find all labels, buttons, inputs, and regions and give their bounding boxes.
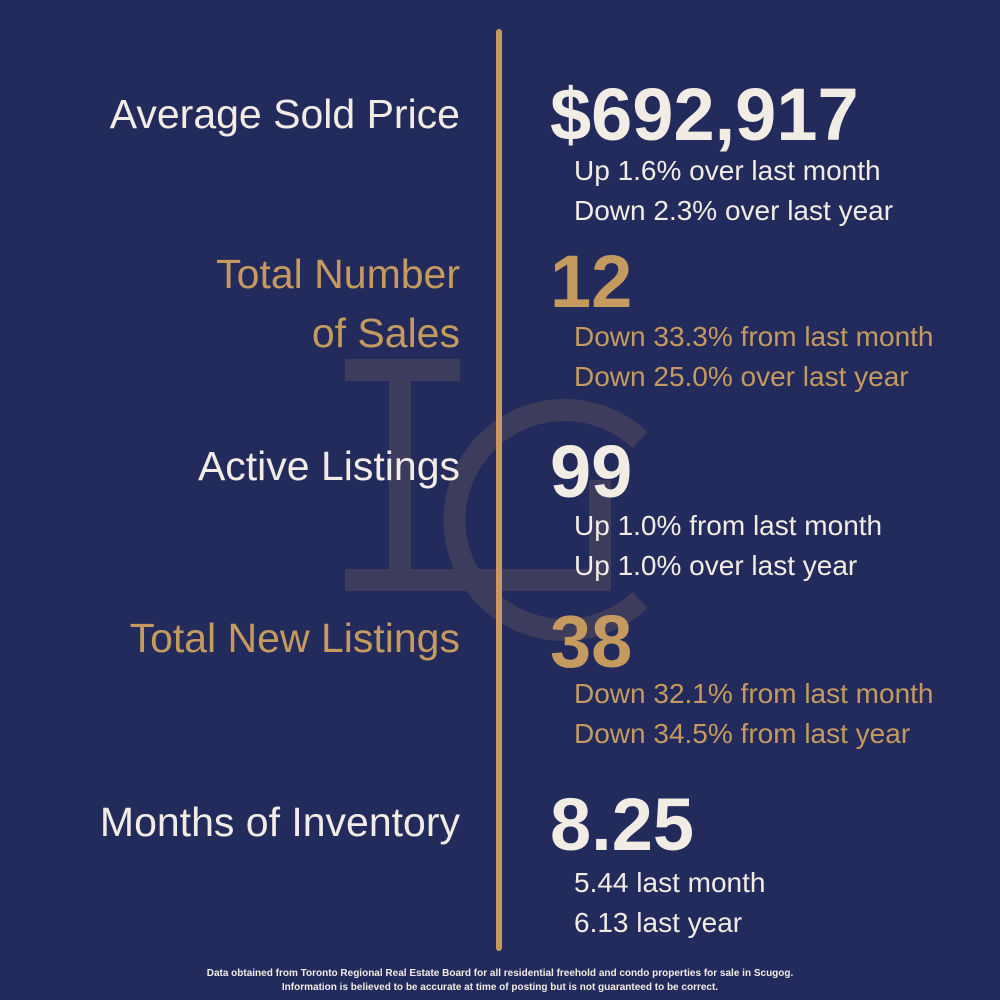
footnote: Information is believed to be accurate a… [282,982,718,993]
stat-label: Active Listings [198,443,460,489]
stat-value: $692,917 [550,73,859,156]
stat-label: Months of Inventory [100,799,461,845]
stat-label: Average Sold Price [110,91,460,137]
stat-note: Down 25.0% over last year [574,361,909,392]
stat-note: Up 1.0% over last year [574,550,857,581]
stat-value: 8.25 [550,783,694,866]
stat-label: Total New Listings [130,615,460,661]
stat-note: Down 32.1% from last month [574,678,934,709]
stat-value: 12 [550,240,632,323]
stat-note: Up 1.0% from last month [574,510,882,541]
stat-note: Down 33.3% from last month [574,321,934,352]
stat-note: Up 1.6% over last month [574,155,881,186]
stat-value: 38 [550,600,632,683]
footnote: Data obtained from Toronto Regional Real… [207,968,794,979]
stat-label: of Sales [312,310,460,356]
stat-note: Down 34.5% from last year [574,718,910,749]
stat-label: Total Number [216,251,460,297]
stat-note: Down 2.3% over last year [574,195,893,226]
stat-note: 6.13 last year [574,907,742,938]
stat-note: 5.44 last month [574,867,765,898]
stat-value: 99 [550,430,632,513]
watermark-logo [345,359,648,641]
